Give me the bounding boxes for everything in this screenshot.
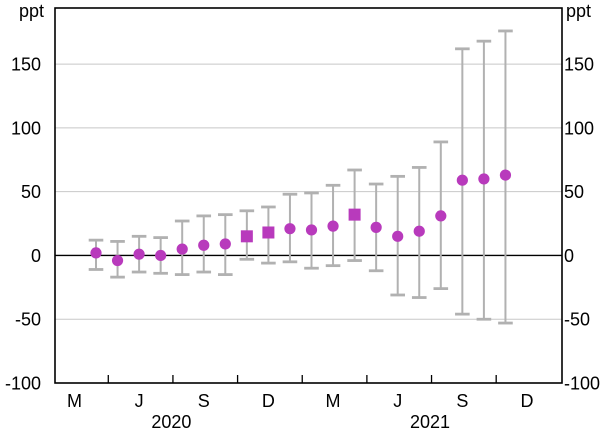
x-tick-label-month: J xyxy=(135,391,144,411)
axis-label-layer: 150 150 100 100 50 50 0 0 -50 -50 -100 -100 M J S D M J S D… xyxy=(5,55,600,432)
y-tick-label-right: -50 xyxy=(564,310,590,330)
data-point-marker-square xyxy=(262,226,275,239)
data-point-marker-square xyxy=(240,230,253,243)
data-point-marker-circle xyxy=(499,169,512,181)
data-point-marker-circle xyxy=(327,220,339,232)
data-point-marker-circle xyxy=(305,224,318,236)
x-axis-year-label: 2021 xyxy=(410,412,450,432)
data-point-marker-circle xyxy=(435,210,447,222)
y-tick-label-right: 100 xyxy=(564,118,594,138)
x-tick-label-month: S xyxy=(456,391,468,411)
data-point-marker-circle xyxy=(198,239,210,251)
x-tick-label-month: D xyxy=(262,391,275,411)
y-tick-label-left: 0 xyxy=(31,246,41,266)
data-point-marker-circle xyxy=(456,174,468,186)
data-point-marker-circle xyxy=(155,249,167,262)
y-tick-label-right: 0 xyxy=(564,246,574,266)
y-tick-label-left: 100 xyxy=(11,118,41,138)
y-tick-label-right: 150 xyxy=(564,55,594,75)
x-tick-label-month: D xyxy=(521,391,534,411)
x-axis-year-label: 2020 xyxy=(151,412,191,432)
data-point-marker-square xyxy=(348,208,361,221)
data-point-marker-circle xyxy=(90,247,102,259)
y-tick-label-left: 150 xyxy=(11,55,41,75)
data-point-marker-circle xyxy=(133,248,145,260)
y-tick-label-left: -100 xyxy=(5,374,41,394)
data-layer xyxy=(88,29,513,325)
y-axis-units-right: ppt xyxy=(566,1,591,21)
axis-frame-layer xyxy=(54,7,563,384)
y-tick-label-left: -50 xyxy=(15,310,41,330)
x-tick-label-month: M xyxy=(326,391,341,411)
data-point-marker-circle xyxy=(370,221,382,233)
data-point-marker-circle xyxy=(284,223,296,235)
y-axis-units-left: ppt xyxy=(19,1,44,21)
y-tick-label-left: 50 xyxy=(21,182,41,202)
data-point-marker-circle xyxy=(176,243,188,255)
x-tick-label-month: M xyxy=(67,391,82,411)
data-point-marker-circle xyxy=(219,238,231,250)
plot-frame xyxy=(54,7,563,384)
x-tick-label-month: J xyxy=(393,391,402,411)
data-point-marker-circle xyxy=(392,230,404,242)
y-tick-label-right: -100 xyxy=(564,374,600,394)
data-point-marker-circle xyxy=(478,173,490,185)
x-tick-label-month: S xyxy=(198,391,210,411)
data-point-marker-circle xyxy=(413,225,425,237)
data-point-marker-circle xyxy=(111,254,124,267)
y-tick-label-right: 50 xyxy=(564,182,584,202)
